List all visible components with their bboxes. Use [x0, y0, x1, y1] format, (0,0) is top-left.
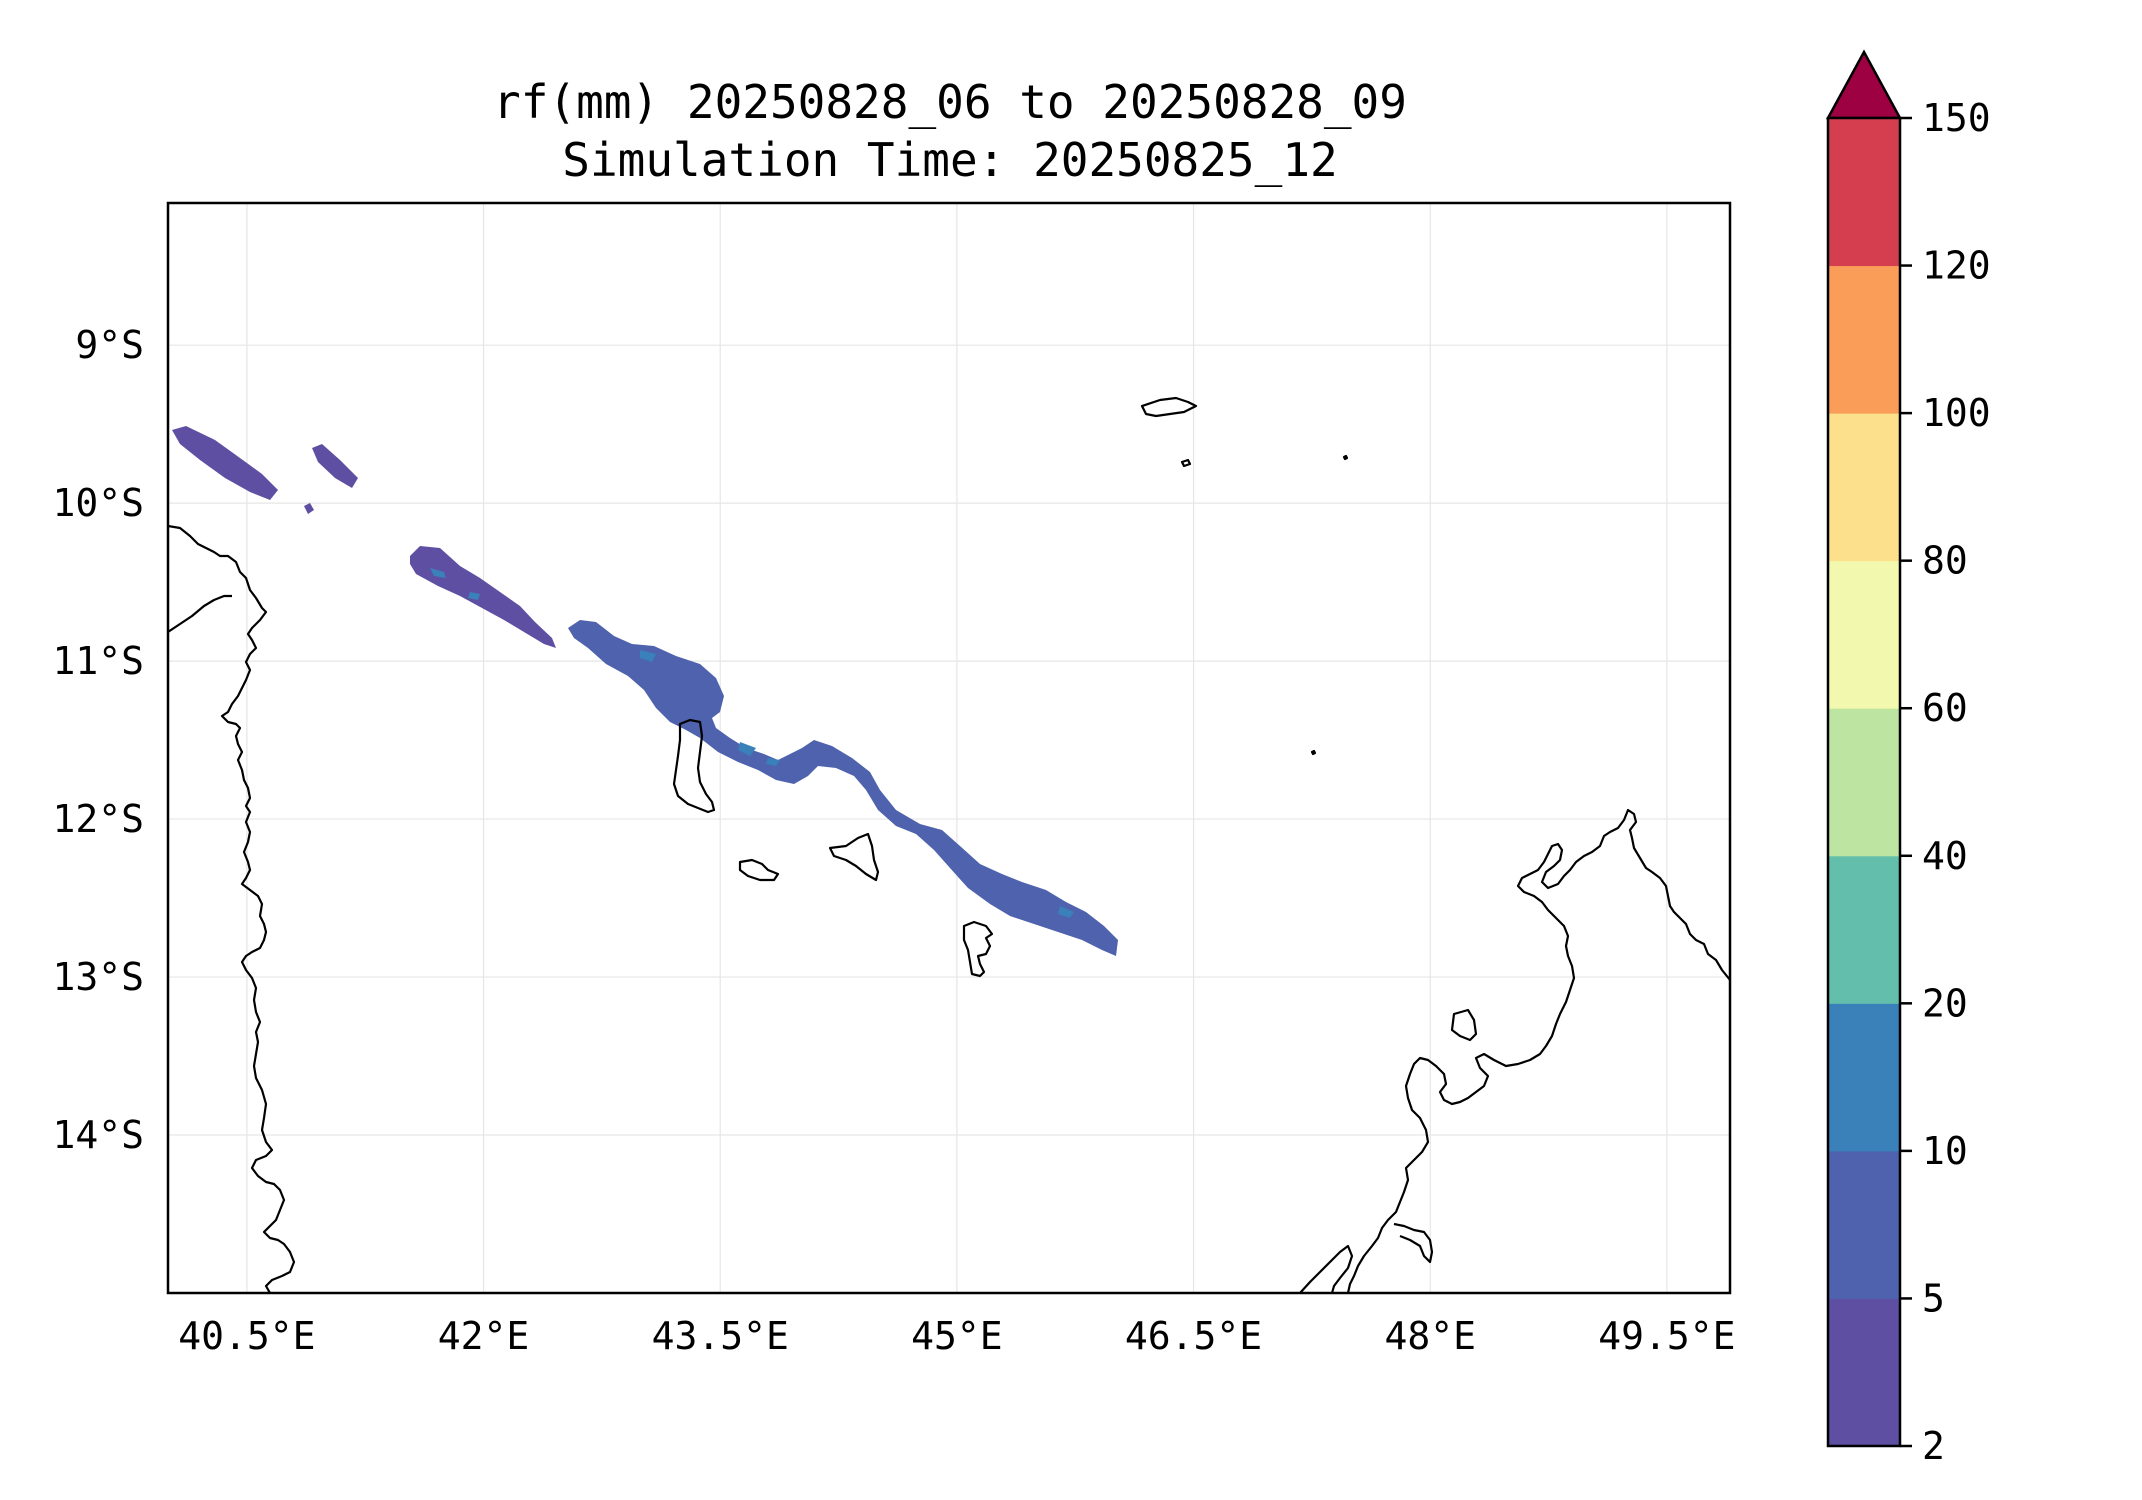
- colorbar-tick-label: 120: [1922, 244, 1991, 288]
- y-tick-label: 14°S: [52, 1113, 144, 1157]
- y-tick-label: 9°S: [75, 323, 144, 367]
- colorbar-tick-label: 150: [1922, 96, 1991, 140]
- rain-band-northwest: [172, 426, 278, 500]
- colorbar-segment: [1828, 1150, 1900, 1299]
- colorbar-tick-label: 10: [1922, 1129, 1968, 1173]
- y-tick-label: 10°S: [52, 481, 144, 525]
- island-aldabra: [1140, 396, 1198, 418]
- x-tick-label: 43.5°E: [652, 1314, 789, 1358]
- colorbar-segment: [1828, 855, 1900, 1004]
- y-tick-label: 11°S: [52, 639, 144, 683]
- rain-band-central: [410, 546, 556, 648]
- y-tick-label: 12°S: [52, 797, 144, 841]
- colorbar-segment: [1828, 265, 1900, 414]
- rain-core-6: [1058, 906, 1074, 918]
- colorbar-tick-label: 5: [1922, 1276, 1945, 1320]
- colorbar-segment: [1828, 1003, 1900, 1152]
- island-small-2: [1342, 454, 1349, 461]
- coastline-west-africa: [168, 524, 296, 1293]
- coastline-madagascar-southwest: [1299, 1244, 1354, 1293]
- colorbar-segment: [1828, 708, 1900, 857]
- rain-core-4: [738, 742, 756, 756]
- map-subtitle: Simulation Time: 20250825_12: [562, 133, 1337, 187]
- rain-band-small-2: [304, 503, 314, 514]
- colorbar-segment: [1828, 413, 1900, 562]
- island-small-3: [1310, 749, 1317, 756]
- colorbar-tick-label: 40: [1922, 834, 1968, 878]
- coastline-madagascar: [1346, 808, 1730, 1293]
- rain-core-3: [640, 650, 656, 662]
- map-gridlines: [168, 203, 1730, 1293]
- island-anjouan: [828, 832, 880, 882]
- rain-band-main: [568, 620, 1118, 956]
- island-grande-comore: [672, 718, 716, 814]
- coastline-madagascar-bay: [1393, 1222, 1434, 1264]
- colorbar-tick-label: 20: [1922, 981, 1968, 1025]
- map-title: rf(mm) 20250828_06 to 20250828_09: [493, 75, 1407, 129]
- rain-core-2: [468, 592, 480, 600]
- island-nosy-be: [1450, 1008, 1478, 1042]
- colorbar-tick-label: 60: [1922, 686, 1968, 730]
- rainfall-fields: [172, 426, 1118, 956]
- x-tick-label: 45°E: [911, 1314, 1003, 1358]
- rain-band-small-1: [312, 444, 358, 488]
- colorbar-extend-arrow: [1825, 49, 1903, 120]
- colorbar-tick-label: 2: [1922, 1424, 1945, 1468]
- colorbar-segment: [1828, 1298, 1900, 1447]
- y-axis-ticks: 9°S 10°S 11°S 12°S 13°S 14°S: [52, 323, 144, 1157]
- coastline-west-inner: [168, 594, 232, 633]
- island-moheli: [738, 858, 780, 882]
- rain-core-1: [430, 568, 446, 578]
- x-axis-ticks: 40.5°E 42°E 43.5°E 45°E 46.5°E 48°E 49.5°E: [178, 1314, 1735, 1358]
- y-tick-label: 13°S: [52, 955, 144, 999]
- x-tick-label: 46.5°E: [1125, 1314, 1262, 1358]
- x-tick-label: 48°E: [1384, 1314, 1476, 1358]
- island-small-1: [1180, 458, 1192, 468]
- x-tick-label: 42°E: [438, 1314, 530, 1358]
- colorbar-segment: [1828, 118, 1900, 267]
- colorbar: 2 5 10 20 40 60 80 100 120 150: [1825, 49, 1991, 1468]
- colorbar-segment: [1828, 560, 1900, 709]
- x-tick-label: 40.5°E: [178, 1314, 315, 1358]
- island-mayotte: [962, 920, 994, 978]
- rain-core-5: [766, 758, 780, 766]
- colorbar-tick-label: 100: [1922, 391, 1991, 435]
- map-content: [168, 396, 1730, 1293]
- x-tick-label: 49.5°E: [1598, 1314, 1735, 1358]
- map-background: [168, 203, 1730, 1293]
- colorbar-tick-label: 80: [1922, 539, 1968, 583]
- map-frame: [166, 201, 1732, 1295]
- colorbar-frame: [1826, 116, 1902, 1448]
